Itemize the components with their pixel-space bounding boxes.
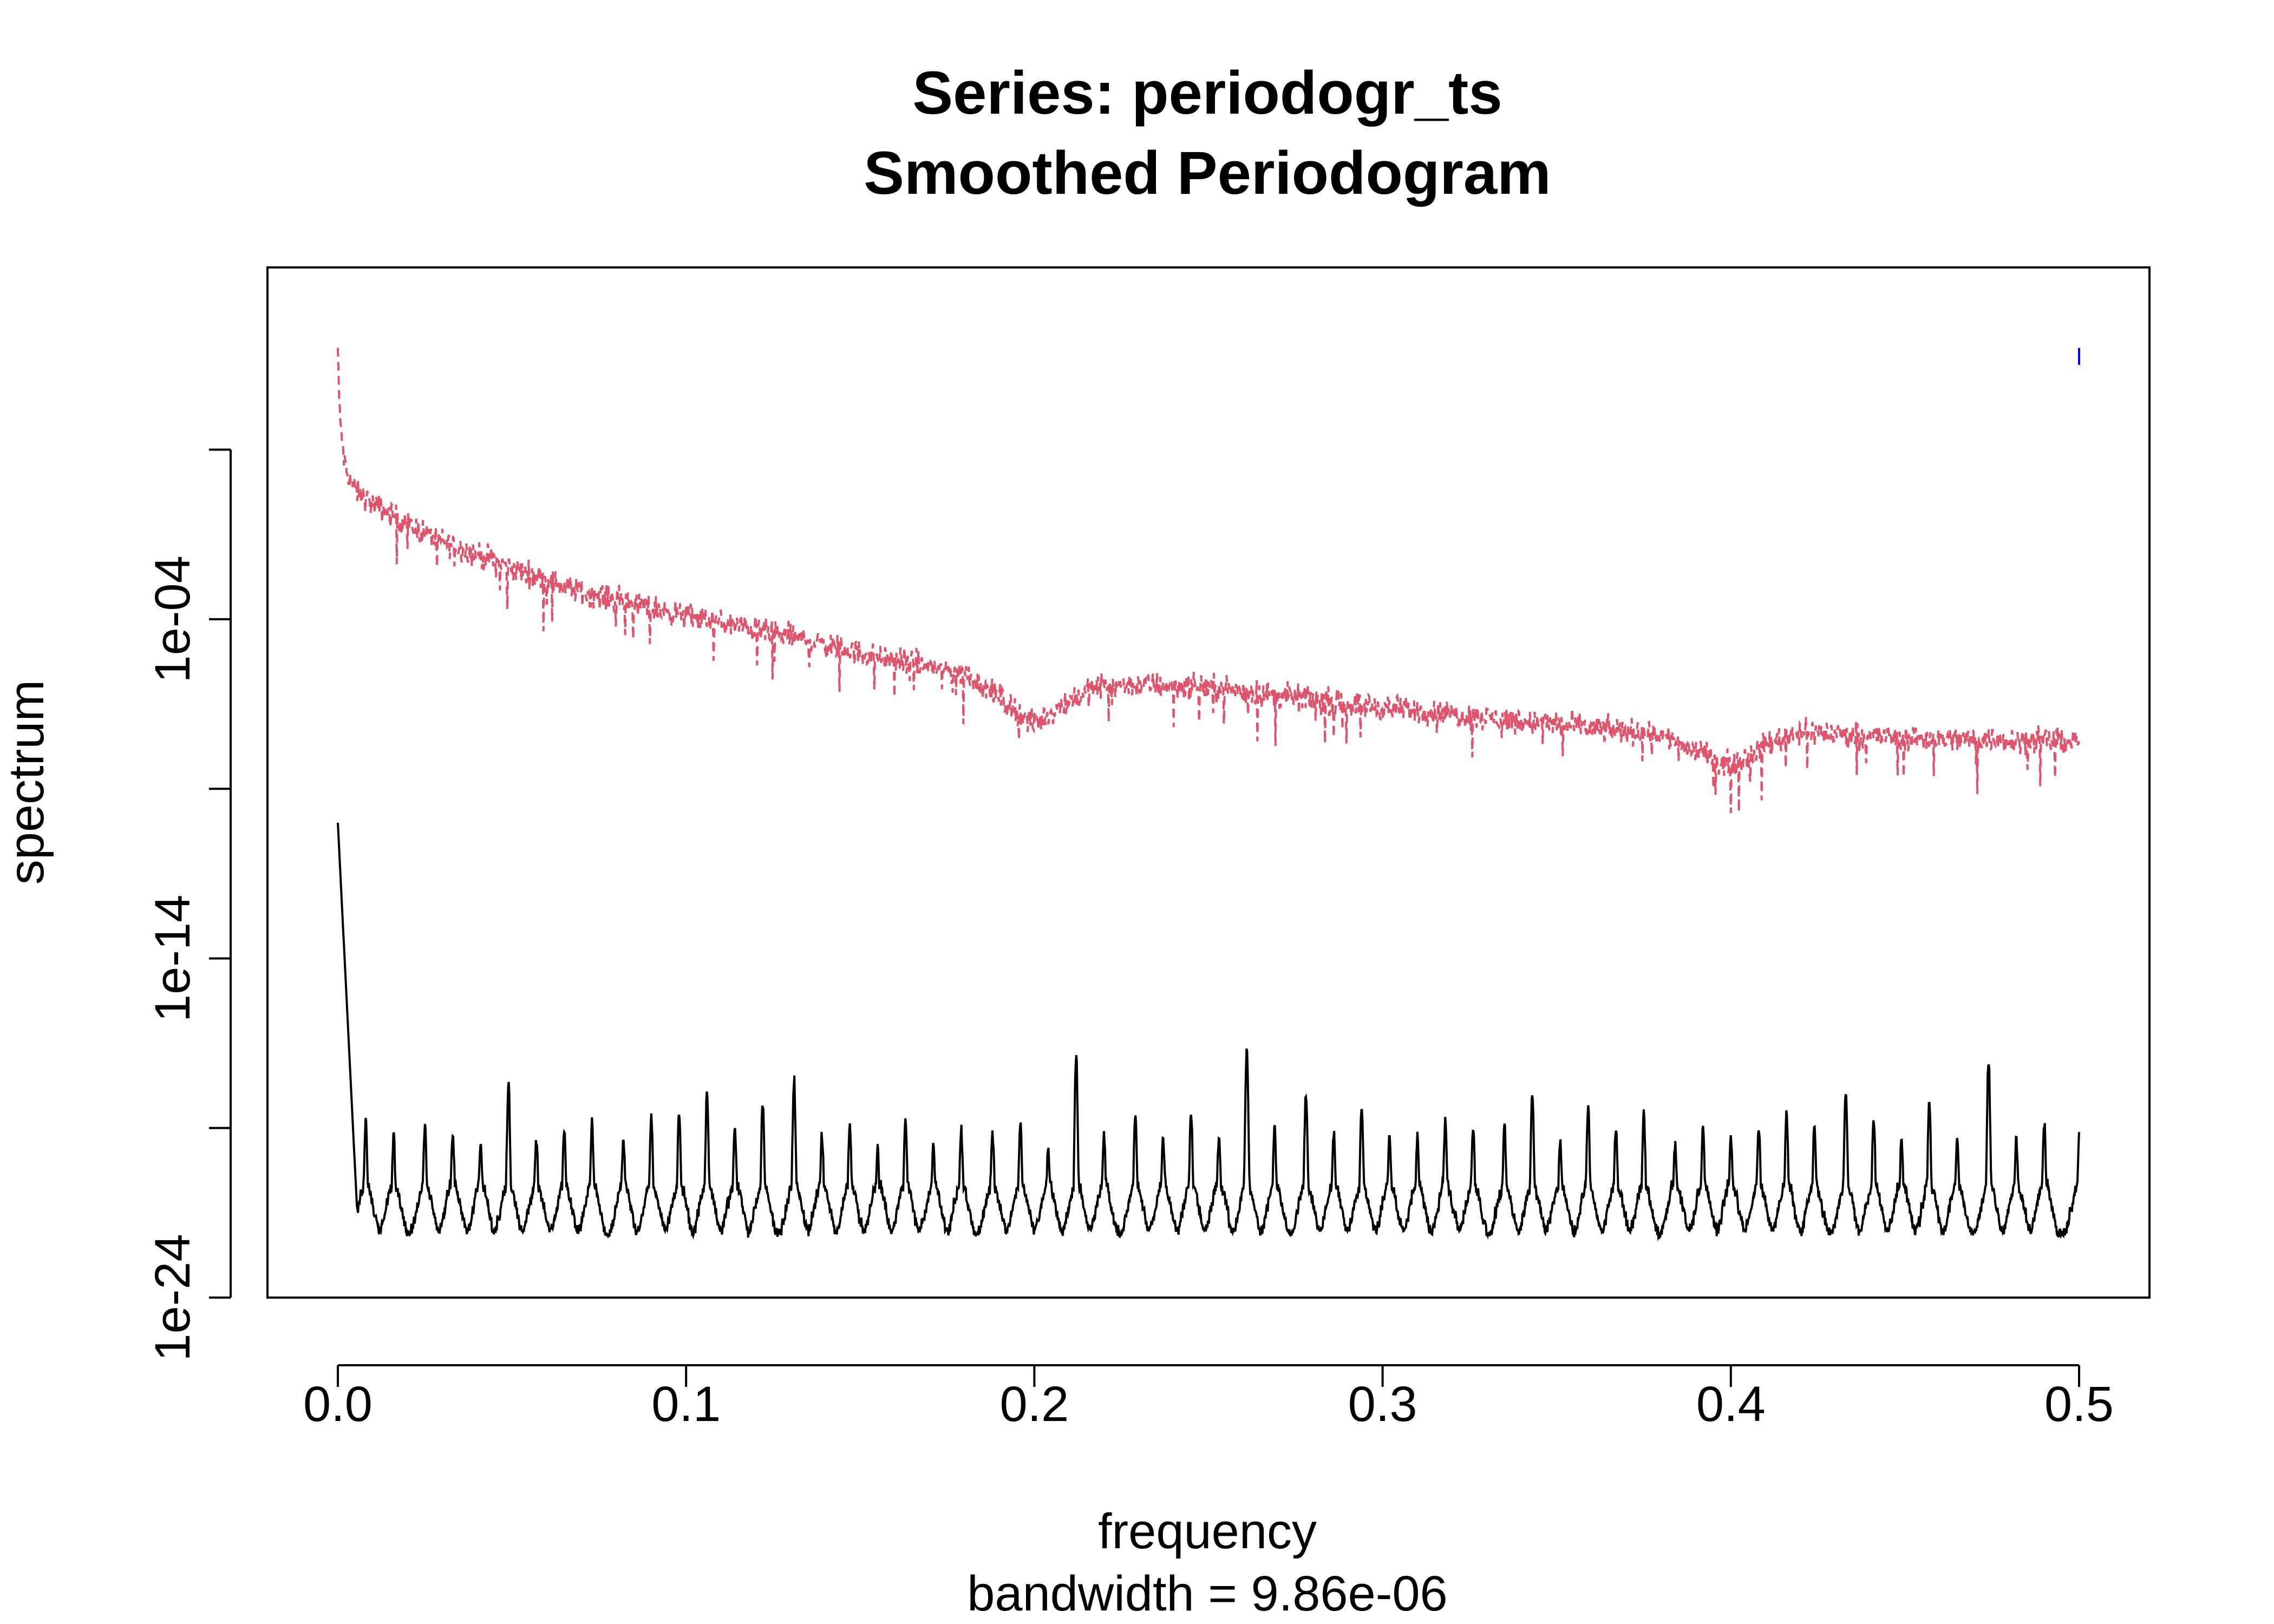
chart-subtitle: Smoothed Periodogram <box>864 139 1551 207</box>
x-axis-label: frequency <box>1098 1504 1317 1559</box>
x-axis: 0.0 0.1 0.2 0.3 0.4 0.5 <box>303 1364 2114 1432</box>
x-axis-sublabel: bandwidth = 9.86e-06 <box>967 1566 1447 1621</box>
x-tick-label: 0.2 <box>999 1377 1069 1432</box>
x-tick-label: 0.1 <box>651 1377 721 1432</box>
x-tick-label: 0.0 <box>303 1377 373 1432</box>
x-tick-label: 0.4 <box>1696 1377 1766 1432</box>
series-layer <box>337 348 2080 1242</box>
y-tick-label: 1e-14 <box>145 895 200 1022</box>
y-axis-label: spectrum <box>0 680 54 885</box>
plot-frame <box>266 266 2151 1299</box>
x-tick-label: 0.5 <box>2044 1377 2114 1432</box>
series-red-dashed <box>337 348 2080 813</box>
y-tick-label: 1e-04 <box>145 555 200 683</box>
y-axis: 1e-24 1e-14 1e-04 <box>145 448 232 1361</box>
y-tick-label: 1e-24 <box>145 1234 200 1361</box>
x-tick-label: 0.3 <box>1348 1377 1417 1432</box>
chart-title: Series: periodogr_ts <box>912 59 1502 127</box>
series-black-solid <box>337 822 2080 1242</box>
